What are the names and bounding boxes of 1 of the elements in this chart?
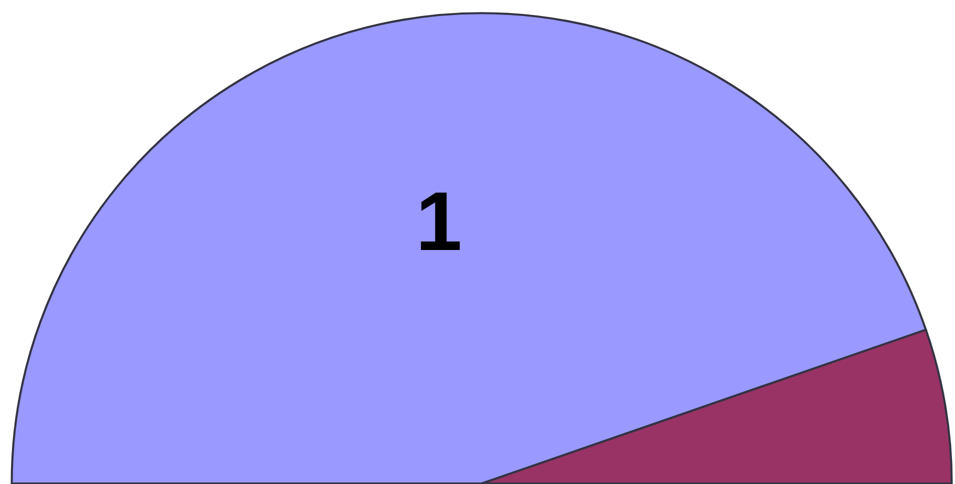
- slice-label: 1: [420, 192, 460, 250]
